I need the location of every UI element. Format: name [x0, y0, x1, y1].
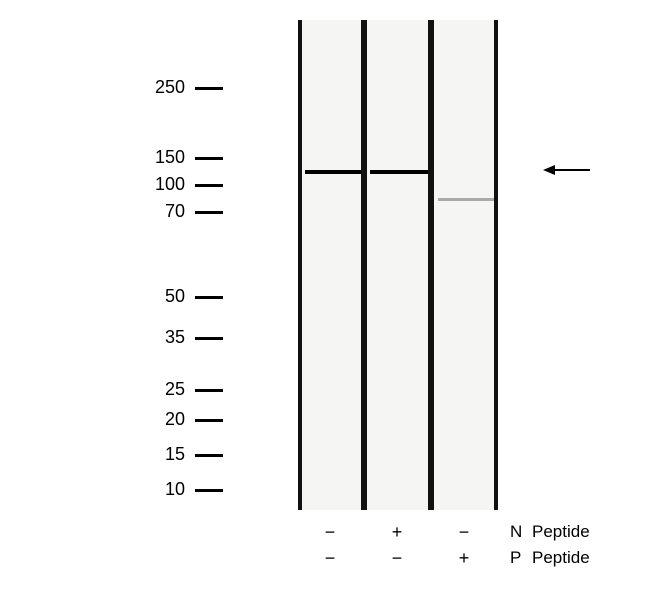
mw-tick — [195, 184, 223, 187]
mw-tick — [195, 489, 223, 492]
arrow-head-icon — [543, 165, 555, 175]
mw-tick — [195, 296, 223, 299]
mw-label: 20 — [135, 409, 185, 430]
condition-row-label: Peptide — [532, 548, 590, 568]
mw-tick — [195, 211, 223, 214]
mw-tick — [195, 87, 223, 90]
mw-tick — [195, 337, 223, 340]
lane-separator — [428, 20, 434, 510]
mw-label: 35 — [135, 327, 185, 348]
mw-tick — [195, 157, 223, 160]
mw-label: 25 — [135, 379, 185, 400]
condition-row-label: Peptide — [532, 522, 590, 542]
condition-row-prefix: N — [510, 522, 522, 542]
condition-cell: − — [320, 548, 340, 569]
mw-label: 70 — [135, 201, 185, 222]
lane-separator — [361, 20, 367, 510]
band-lane-3 — [438, 198, 494, 201]
mw-label: 250 — [135, 77, 185, 98]
mw-tick — [195, 454, 223, 457]
blot-border — [298, 20, 302, 510]
mw-tick — [195, 389, 223, 392]
band-lane-2 — [370, 170, 428, 174]
mw-tick — [195, 419, 223, 422]
mw-label: 50 — [135, 286, 185, 307]
condition-row-prefix: P — [510, 548, 521, 568]
mw-label: 150 — [135, 147, 185, 168]
condition-cell: + — [387, 522, 407, 543]
mw-label: 15 — [135, 444, 185, 465]
western-blot-figure: 250 150 100 70 50 35 25 20 15 10 − + − N Peptide − − + PP… — [0, 0, 650, 599]
band-lane-1 — [305, 170, 361, 174]
condition-cell: − — [454, 522, 474, 543]
blot-border — [494, 20, 498, 510]
mw-label: 10 — [135, 479, 185, 500]
condition-cell: − — [387, 548, 407, 569]
blot-area — [298, 20, 498, 510]
condition-cell: + — [454, 548, 474, 569]
mw-label: 100 — [135, 174, 185, 195]
condition-cell: − — [320, 522, 340, 543]
arrow-line — [555, 169, 590, 171]
